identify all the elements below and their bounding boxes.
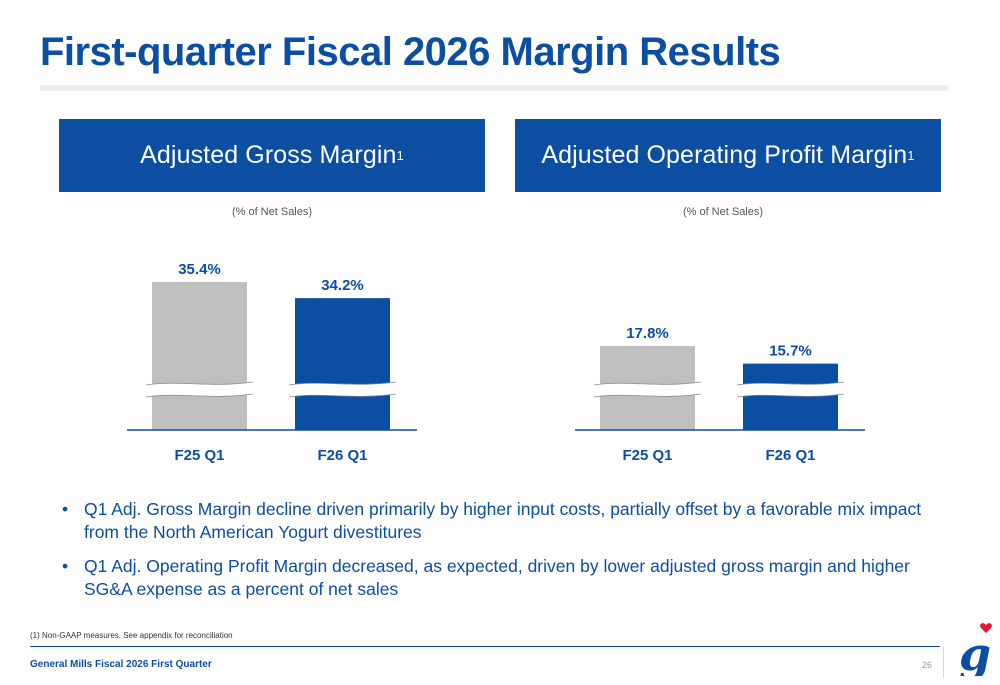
operating-margin-subtitle: (% of Net Sales) — [682, 206, 764, 218]
axis-break-line — [145, 393, 254, 398]
svg-text:g: g — [959, 627, 991, 676]
category-label: F25 Q1 — [174, 447, 224, 464]
axis-break-line — [288, 393, 397, 398]
footer-title: General Mills Fiscal 2026 First Quarter — [30, 659, 212, 670]
list-item: • Q1 Adj. Gross Margin decline driven pr… — [60, 498, 940, 544]
bar-f26-q1 — [295, 298, 390, 430]
data-label: 35.4% — [178, 261, 221, 278]
bullet-text: Q1 Adj. Gross Margin decline driven prim… — [84, 499, 922, 542]
gross-margin-chart-svg: 35.4% F25 Q1 34.2% F26 Q1 — [127, 261, 417, 464]
axis-break-line — [145, 381, 254, 386]
axis-break-band — [289, 382, 396, 397]
axis-break-line — [593, 393, 702, 398]
commentary-list: • Q1 Adj. Gross Margin decline driven pr… — [60, 498, 940, 612]
page-number: 26 — [922, 660, 933, 670]
operating-margin-header-label: Adjusted Operating Profit Margin — [541, 141, 908, 169]
bar-f26-q1 — [743, 363, 838, 430]
bullet-icon: • — [62, 556, 69, 576]
data-label: 15.7% — [769, 343, 812, 360]
title-divider — [40, 85, 948, 91]
axis-break-line — [736, 381, 845, 386]
axis-break-band — [737, 382, 844, 397]
operating-margin-chart-svg: 17.8% F25 Q1 15.7% F26 Q1 — [575, 325, 865, 464]
category-label: F26 Q1 — [765, 447, 815, 464]
page-title: First-quarter Fiscal 2026 Margin Results — [40, 30, 781, 74]
general-mills-g-logo-icon: g — [959, 623, 992, 676]
axis-break-band — [594, 382, 701, 397]
bar-f25-q1 — [152, 282, 247, 430]
footer-vertical-divider — [943, 646, 944, 678]
bullet-text: Q1 Adj. Operating Profit Margin decrease… — [84, 556, 910, 599]
axis-break-band — [146, 382, 253, 397]
gross-margin-chart: 35.4% F25 Q1 34.2% F26 Q1 — [127, 240, 417, 470]
category-label: F25 Q1 — [622, 447, 672, 464]
axis-break-line — [736, 393, 845, 398]
gross-margin-header-label: Adjusted Gross Margin — [140, 141, 397, 169]
category-label: F26 Q1 — [317, 447, 367, 464]
data-label: 34.2% — [321, 277, 364, 294]
list-item: • Q1 Adj. Operating Profit Margin decrea… — [60, 555, 940, 601]
bullet-icon: • — [62, 499, 69, 519]
gross-margin-header: Adjusted Gross Margin 1 — [59, 119, 485, 192]
axis-break-line — [288, 381, 397, 386]
data-label: 17.8% — [626, 325, 669, 342]
operating-margin-chart: 17.8% F25 Q1 15.7% F26 Q1 — [575, 240, 865, 470]
footer-divider — [30, 646, 940, 647]
footnote: (1) Non-GAAP measures. See appendix for … — [30, 631, 233, 640]
operating-margin-header: Adjusted Operating Profit Margin 1 — [515, 119, 941, 192]
gross-margin-subtitle: (% of Net Sales) — [231, 206, 313, 218]
axis-break-line — [593, 381, 702, 386]
